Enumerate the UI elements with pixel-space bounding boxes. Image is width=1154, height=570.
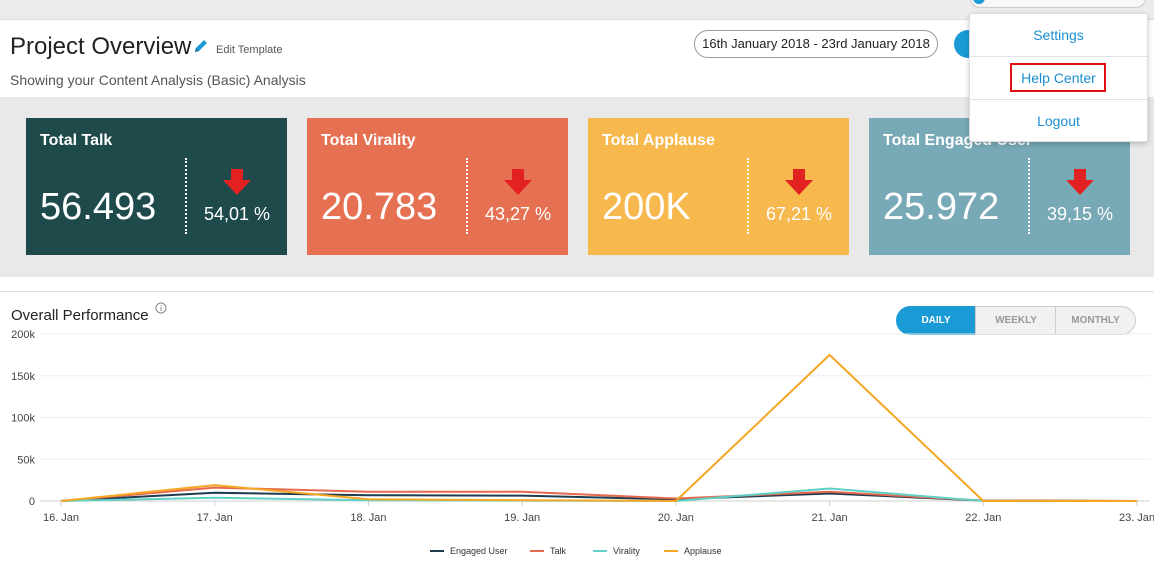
card-change: 39,15 % (1047, 204, 1114, 224)
x-tick-label: 16. Jan (43, 512, 79, 524)
card-divider (466, 158, 468, 234)
card-divider (1028, 158, 1030, 234)
y-tick-label: 150k (11, 371, 35, 383)
y-tick-label: 100k (11, 413, 35, 425)
top-bar (0, 0, 1154, 20)
card-divider (747, 158, 749, 234)
section-divider (0, 291, 1154, 292)
x-tick-label: 18. Jan (350, 512, 386, 524)
y-tick-label: 50k (17, 454, 35, 466)
card-value: 200K (602, 186, 691, 228)
arrow-down-icon (1066, 169, 1094, 195)
arrow-down-icon (785, 169, 813, 195)
y-tick-label: 200k (11, 329, 35, 341)
x-tick-label: 22. Jan (965, 512, 1001, 524)
legend-label: Engaged User (450, 546, 508, 556)
info-icon[interactable] (155, 302, 167, 314)
x-tick-label: 17. Jan (197, 512, 233, 524)
help-center-highlight (1010, 63, 1106, 92)
menu-item-help-center[interactable]: Help Center (1021, 70, 1096, 86)
account-menu-toggle[interactable] (970, 0, 1146, 8)
card-divider (185, 158, 187, 234)
card-value: 56.493 (40, 186, 157, 228)
x-tick-label: 21. Jan (812, 512, 848, 524)
legend-label: Talk (550, 546, 567, 556)
card-title: Total Talk (40, 132, 113, 149)
card-value: 25.972 (883, 186, 1000, 228)
series-line-applause (60, 353, 1137, 502)
x-tick-label: 19. Jan (504, 512, 540, 524)
card-title: Total Virality (321, 132, 416, 149)
menu-item-settings[interactable]: Settings (1033, 27, 1084, 43)
edit-template-link[interactable]: Edit Template (216, 44, 283, 56)
menu-divider (970, 56, 1147, 57)
card-change: 54,01 % (204, 204, 271, 224)
performance-chart: 0 50k 100k 150k 200k 16. Jan 17. Jan 18. Jan 19.… (11, 329, 1154, 556)
page-title: Project Overview (10, 33, 192, 60)
card-value: 20.783 (321, 186, 438, 228)
account-dropdown-menu: Settings Help Center Logout (969, 13, 1148, 142)
card-change: 43,27 % (485, 204, 552, 224)
arrow-down-icon (223, 169, 251, 195)
x-tick-label: 20. Jan (658, 512, 694, 524)
date-range-picker[interactable]: 16th January 2018 - 23rd January 2018 (694, 30, 938, 58)
card-change: 67,21 % (766, 204, 833, 224)
arrow-down-icon (504, 169, 532, 195)
legend-label: Virality (613, 546, 640, 556)
pencil-icon[interactable] (193, 38, 209, 54)
y-tick-label: 0 (29, 496, 35, 508)
performance-title: Overall Performance (11, 307, 149, 324)
page-subtitle: Showing your Content Analysis (Basic) An… (10, 72, 306, 88)
total-talk-card: Total Talk 56.493 54,01 % (26, 118, 287, 255)
x-tick-label: 23. Jan (1119, 512, 1154, 524)
total-applause-card: Total Applause 200K 67,21 % (588, 118, 849, 255)
period-monthly-button[interactable]: MONTHLY (1055, 306, 1136, 335)
menu-divider (970, 99, 1147, 100)
legend-label: Applause (684, 546, 722, 556)
total-virality-card: Total Virality 20.783 43,27 % (307, 118, 568, 255)
menu-item-logout[interactable]: Logout (1037, 113, 1080, 129)
avatar (973, 0, 985, 4)
summary-cards: Total Talk 56.493 54,01 % Total Virality… (0, 97, 1154, 277)
card-title: Total Applause (602, 132, 715, 149)
